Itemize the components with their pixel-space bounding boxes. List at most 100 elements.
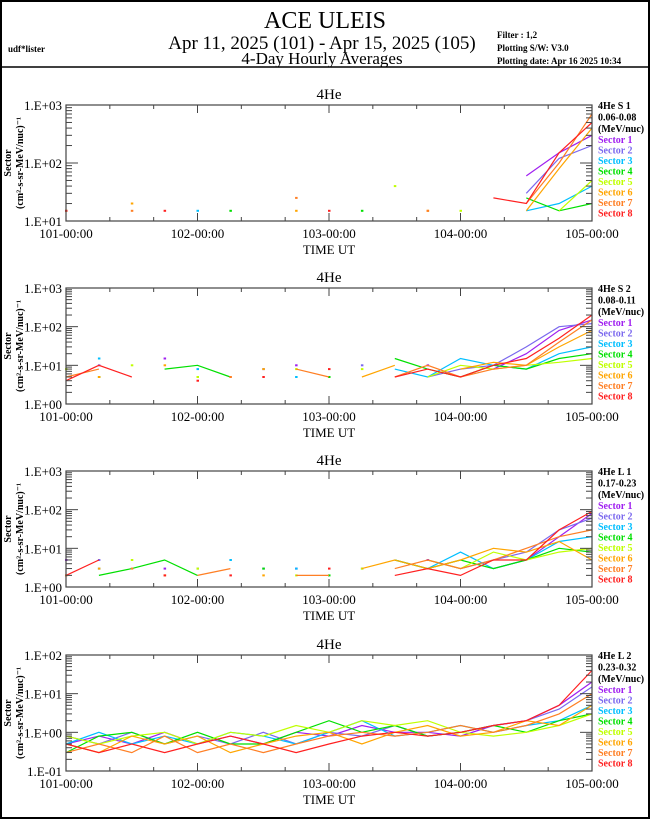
x-tick-label: 104-00:00 (434, 409, 487, 424)
legend-title-line: 0.17-0.23 (598, 479, 636, 490)
data-point-sector-3 (196, 209, 199, 212)
legend-entry-sector-7: Sector 7 (598, 381, 633, 392)
series-line-sector-4 (98, 559, 198, 576)
data-point-sector-6 (262, 574, 265, 577)
x-tick-label: 103-00:00 (302, 226, 355, 241)
plot-frame (65, 654, 593, 772)
legend-title-line: 0.08-0.11 (598, 296, 636, 307)
data-point-sector-3 (229, 559, 232, 561)
legend-entry-sector-6: Sector 6 (598, 554, 633, 565)
panel-2: 4He 1.E+00 1.E+01 1.E+02 1.E+03 101-00:00 102-… (3, 270, 644, 440)
legend-entry-sector-6: Sector 6 (598, 371, 633, 382)
series-line-sector-7 (295, 368, 330, 378)
y-tick-label: 1.E+02 (24, 156, 62, 171)
data-point-sector-1 (163, 567, 167, 570)
legend-title-line: (MeV/nuc) (598, 490, 644, 501)
series-line-sector-2 (427, 323, 593, 378)
panel-title: 4He (317, 637, 342, 653)
series-line-sector-2 (65, 686, 593, 745)
series-line-sector-8 (394, 510, 593, 577)
legend-entry-sector-5: Sector 5 (598, 543, 633, 554)
y-tick-label: 1.E+01 (24, 358, 62, 373)
x-tick-label: 101-00:00 (39, 776, 92, 791)
y-tick-label: 1.E+00 (24, 725, 62, 740)
legend-entry-sector-3: Sector 3 (598, 339, 633, 350)
y-tick-label: 1.E+01 (24, 214, 62, 229)
legend-entry-sector-1: Sector 1 (598, 501, 633, 512)
x-tick-label: 105-00:00 (565, 776, 618, 791)
legend-entry-sector-3: Sector 3 (598, 706, 633, 717)
x-tick-label: 103-00:00 (302, 409, 355, 424)
data-point-sector-5 (360, 368, 364, 371)
y-tick-label: 1.E+03 (24, 281, 62, 296)
data-point-sector-8 (196, 379, 199, 382)
panel-title: 4He (317, 270, 342, 286)
data-point-sector-6 (295, 209, 298, 212)
x-tick-label: 102-00:00 (171, 592, 224, 607)
x-axis-label: TIME UT (303, 792, 355, 807)
y-tick-label: 1.E+00 (24, 580, 62, 595)
data-point-sector-3 (196, 368, 199, 371)
x-tick-label: 104-00:00 (434, 776, 487, 791)
data-point-sector-8 (328, 209, 331, 212)
series-line-sector-8 (394, 314, 593, 378)
plot-frame (65, 287, 593, 405)
data-point-sector-6 (130, 202, 134, 205)
series-line-sector-1 (525, 134, 593, 177)
legend-entry-sector-3: Sector 3 (598, 522, 633, 533)
series-line-sector-5 (427, 547, 593, 570)
data-point-sector-5 (196, 567, 199, 570)
data-point-sector-6 (163, 364, 167, 367)
data-point-sector-5 (393, 185, 397, 188)
series-line-sector-7 (525, 113, 593, 204)
x-tick-label: 102-00:00 (171, 409, 224, 424)
data-point-sector-5 (130, 559, 134, 561)
y-tick-label: 1.E+01 (24, 541, 62, 556)
data-point-sector-6 (97, 567, 101, 570)
legend-title-line: 4He L 2 (598, 651, 631, 662)
x-tick-label: 103-00:00 (302, 592, 355, 607)
data-point-sector-3 (97, 357, 101, 360)
series-line-sector-7 (65, 693, 593, 754)
x-tick-label: 105-00:00 (565, 592, 618, 607)
data-point-sector-4 (360, 209, 364, 212)
filter-label: Filter : 1,2 (497, 30, 538, 40)
legend-entry-sector-5: Sector 5 (598, 727, 633, 738)
subtitle: 4-Day Hourly Averages (241, 49, 402, 68)
y-axis-label: Sector (3, 332, 14, 360)
legend-entry-sector-8: Sector 8 (598, 759, 633, 770)
panel-3: 4He 1.E+00 1.E+01 1.E+02 1.E+03 101-00:00 102-… (3, 453, 644, 623)
x-tick-label: 101-00:00 (39, 226, 92, 241)
data-point-sector-3 (295, 376, 298, 378)
legend-title-line: (MeV/nuc) (598, 124, 644, 135)
data-point-sector-7 (130, 567, 134, 570)
y-tick-label: 1.E+02 (24, 503, 62, 518)
data-point-sector-7 (426, 209, 430, 212)
series-line-sector-3 (526, 185, 593, 212)
series-line-sector-7 (197, 568, 231, 576)
legend-entry-sector-3: Sector 3 (598, 156, 633, 167)
data-point-sector-7 (229, 376, 232, 378)
y-tick-label: 1.E+01 (24, 687, 62, 702)
y-tick-label: 1.E+00 (24, 397, 62, 412)
series-line-sector-6 (361, 540, 593, 570)
y-tick-label: 1.E-01 (27, 764, 62, 779)
legend-title-line: 4He L 1 (598, 467, 631, 478)
y-axis-units: (cm²-s-sr-MeV/nuc)⁻¹ (15, 667, 26, 759)
legend-entry-sector-8: Sector 8 (598, 209, 633, 220)
panel-4: 4He 1.E-01 1.E+00 1.E+01 1.E+02 101-00:00 102-… (3, 637, 644, 807)
x-tick-label: 104-00:00 (434, 226, 487, 241)
series-line-sector-2 (525, 144, 593, 194)
x-tick-label: 104-00:00 (434, 592, 487, 607)
data-point-sector-4 (328, 574, 331, 577)
y-tick-label: 1.E+02 (24, 320, 62, 335)
data-point-sector-1 (295, 364, 298, 367)
data-point-sector-6 (262, 368, 265, 371)
legend-entry-sector-5: Sector 5 (598, 177, 633, 188)
data-point-sector-5 (459, 209, 462, 212)
x-tick-label: 105-00:00 (565, 226, 618, 241)
x-tick-label: 101-00:00 (39, 409, 92, 424)
legend-entry-sector-1: Sector 1 (598, 318, 633, 329)
